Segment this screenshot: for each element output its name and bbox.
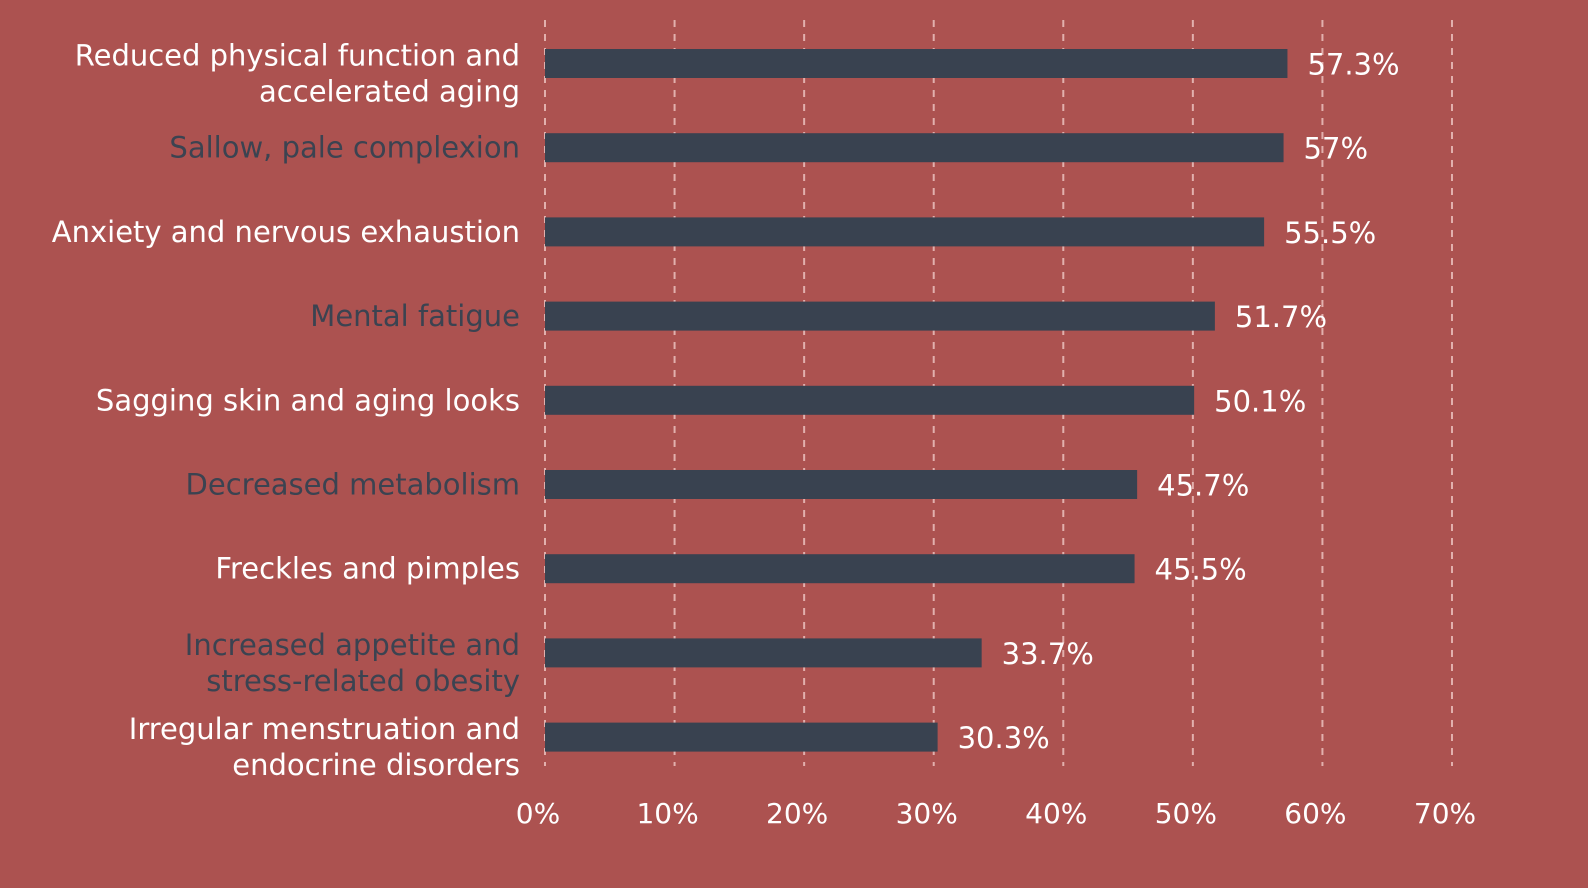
category-label: Decreased metabolism <box>186 468 520 502</box>
x-tick-label: 30% <box>896 797 958 830</box>
category-label: Sallow, pale complexion <box>169 131 520 165</box>
bar <box>545 49 1288 78</box>
bar <box>545 301 1215 331</box>
x-tick-label: 0% <box>516 797 560 830</box>
bars <box>545 49 1288 752</box>
x-tick-label: 50% <box>1155 797 1217 830</box>
data-label: 50.1% <box>1214 384 1306 418</box>
category-label: Sagging skin and aging looks <box>96 383 520 417</box>
x-tick-label: 20% <box>766 797 828 830</box>
category-label: accelerated aging <box>259 75 520 109</box>
category-label: Freckles and pimples <box>215 552 520 586</box>
x-axis-ticks: 0% 10% 20% 30% 40% 50% 60% 70% <box>516 797 1476 830</box>
data-label: 45.7% <box>1157 469 1249 503</box>
category-labels: Reduced physical function andaccelerated… <box>52 39 520 783</box>
data-label: 55.5% <box>1284 216 1376 250</box>
data-label: 57.3% <box>1307 48 1399 82</box>
x-tick-label: 40% <box>1025 797 1087 830</box>
bar <box>545 217 1265 247</box>
bar <box>545 638 982 668</box>
category-label: Mental fatigue <box>310 299 520 333</box>
bar <box>545 385 1195 415</box>
category-label: Reduced physical function and <box>75 39 520 73</box>
data-label: 45.5% <box>1155 553 1247 587</box>
data-label: 51.7% <box>1235 300 1327 334</box>
data-label: 30.3% <box>958 721 1050 755</box>
data-label: 57% <box>1304 132 1368 166</box>
category-label: Anxiety and nervous exhaustion <box>52 215 520 249</box>
category-label: Irregular menstruation and <box>129 712 520 746</box>
bar <box>545 133 1284 163</box>
x-tick-label: 60% <box>1284 797 1346 830</box>
bar <box>545 722 938 752</box>
x-tick-label: 70% <box>1414 797 1476 830</box>
bar <box>545 554 1135 584</box>
category-label: Increased appetite and <box>185 628 520 662</box>
x-tick-label: 10% <box>636 797 698 830</box>
bar <box>545 470 1138 499</box>
category-label: endocrine disorders <box>232 748 520 782</box>
category-label: stress-related obesity <box>206 664 520 698</box>
value-labels: 57.3% 57% 55.5% 51.7% 50.1% 45.7% 45.5% 33.7% 30… <box>958 48 1400 756</box>
data-label: 33.7% <box>1002 637 1094 671</box>
